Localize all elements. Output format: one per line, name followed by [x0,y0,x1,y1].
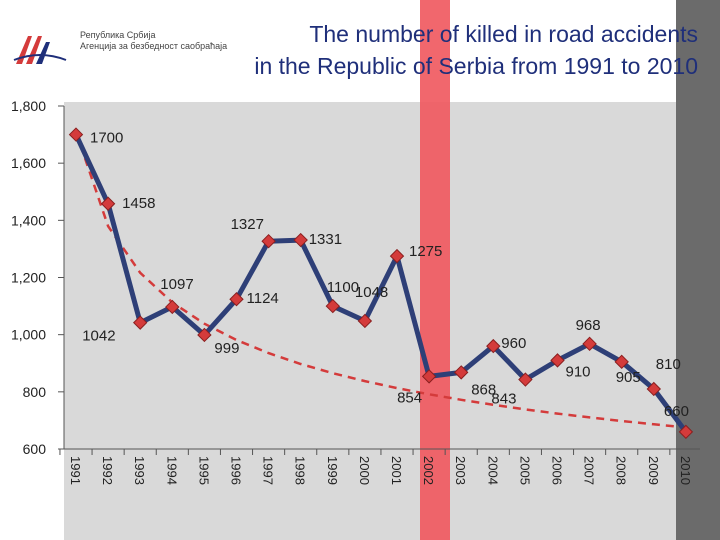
data-label: 1458 [122,195,155,212]
y-tick-label: 600 [23,441,47,457]
data-label: 843 [491,391,516,408]
data-point-marker [132,315,148,330]
data-point-marker [357,313,373,329]
x-tick-label: 1993 [132,456,147,485]
data-label: 910 [566,363,591,380]
data-label: 868 [471,381,496,398]
chart-title-line-1: The number of killed in road accidents [309,21,698,47]
x-tick-label: 2001 [389,456,404,485]
data-point-marker [389,248,405,264]
data-label: 999 [214,340,239,357]
data-label: 1331 [309,231,342,248]
x-tick-label: 1998 [293,456,308,485]
data-label: 1327 [231,216,264,233]
data-label: 1097 [160,276,193,293]
data-point-marker [229,292,244,307]
x-tick-label: 2002 [421,456,436,485]
data-point-marker [550,353,565,368]
agency-line-1: Република Србија [80,30,156,40]
y-tick-label: 1,800 [11,98,46,114]
x-tick-label: 2000 [357,456,372,485]
x-tick-label: 2010 [678,456,693,485]
data-label: 1048 [355,284,388,301]
y-tick-label: 1,200 [11,270,46,286]
x-tick-label: 2005 [517,456,532,485]
agency-line-2: Агенција за безбедност саобраћаја [80,41,228,51]
agency-name: Република Србија Агенција за безбедност … [80,30,227,52]
highlight-band-2010 [676,0,720,540]
data-label: 968 [576,317,601,334]
data-label: 660 [664,403,689,420]
chart-title: The number of killed in road accidents i… [138,18,698,82]
data-label: 905 [616,369,641,386]
data-point-marker [678,424,694,440]
x-tick-label: 2009 [646,456,661,485]
x-tick-label: 1992 [100,456,115,485]
data-point-marker [486,338,501,354]
chart-title-line-2: in the Republic of Serbia from 1991 to 2… [254,53,698,79]
data-point-marker [421,369,437,384]
agency-logo-icon [13,36,67,64]
data-point-marker [197,327,212,343]
data-point-marker [165,299,180,315]
x-tick-label: 2007 [582,456,597,485]
x-tick-label: 1994 [164,456,179,485]
data-label: 960 [501,335,526,352]
x-tick-label: 2006 [550,456,565,485]
data-label: 810 [656,356,681,373]
trendline [74,131,687,429]
data-point-marker [293,232,308,248]
data-point-marker [646,381,662,397]
data-label: 1042 [82,328,115,345]
data-point-marker [614,354,629,370]
series-line [73,133,688,434]
y-tick-label: 1,400 [11,212,46,228]
data-point-marker [325,298,341,314]
x-tick-label: 2004 [485,456,500,485]
data-point-marker [453,365,469,380]
data-label: 1275 [409,243,442,260]
x-tick-label: 1995 [196,456,211,485]
data-label: 854 [397,389,422,406]
data-label: 1700 [90,130,123,147]
data-point-marker [68,127,84,142]
data-point-marker [518,372,533,387]
data-label: 1100 [327,279,359,296]
data-point-marker [582,336,597,352]
x-tick-label: 2008 [614,456,629,485]
x-tick-label: 1997 [261,456,276,485]
y-tick-label: 800 [23,384,47,400]
data-point-marker [100,196,116,211]
data-label: 1124 [247,290,279,307]
x-tick-label: 1996 [229,456,244,485]
y-tick-label: 1,600 [11,155,46,171]
x-tick-label: 1999 [325,456,340,485]
x-tick-label: 2003 [453,456,468,485]
x-tick-label: 1991 [68,456,83,485]
data-point-marker [261,233,276,249]
header-background [0,0,720,102]
y-tick-label: 1,000 [11,327,46,343]
